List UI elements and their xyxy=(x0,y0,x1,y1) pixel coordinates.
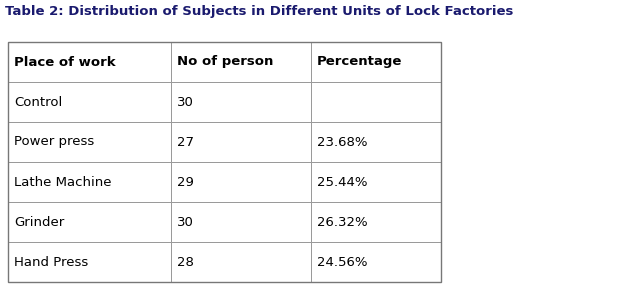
Text: Lathe Machine: Lathe Machine xyxy=(14,175,112,188)
Text: Percentage: Percentage xyxy=(317,56,403,68)
Text: 29: 29 xyxy=(177,175,194,188)
Text: 27: 27 xyxy=(177,136,194,148)
Text: Place of work: Place of work xyxy=(14,56,116,68)
Text: 26.32%: 26.32% xyxy=(317,216,368,229)
Text: Control: Control xyxy=(14,95,62,109)
Text: 24.56%: 24.56% xyxy=(317,255,368,268)
Text: Grinder: Grinder xyxy=(14,216,64,229)
Text: 30: 30 xyxy=(177,216,194,229)
Text: 25.44%: 25.44% xyxy=(317,175,368,188)
Text: Power press: Power press xyxy=(14,136,94,148)
Text: 30: 30 xyxy=(177,95,194,109)
Text: No of person: No of person xyxy=(177,56,274,68)
Text: Table 2: Distribution of Subjects in Different Units of Lock Factories: Table 2: Distribution of Subjects in Dif… xyxy=(5,5,513,18)
Text: 28: 28 xyxy=(177,255,194,268)
Text: Hand Press: Hand Press xyxy=(14,255,88,268)
Text: 23.68%: 23.68% xyxy=(317,136,368,148)
